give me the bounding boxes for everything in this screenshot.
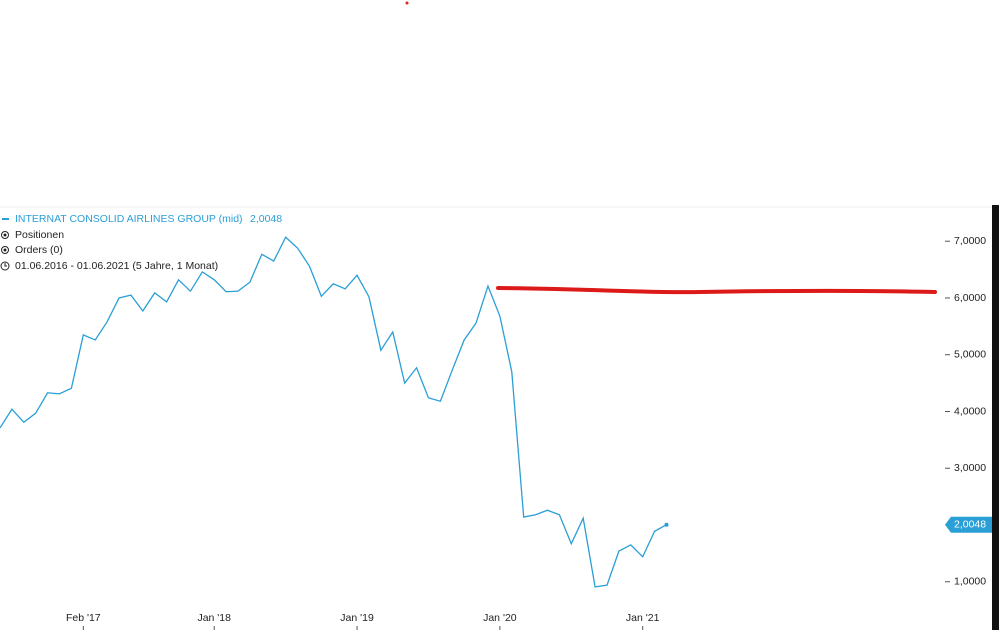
- x-tick-label: Jan '19: [340, 612, 374, 624]
- value-badge: [945, 516, 992, 533]
- drawing-annotation: [496, 286, 937, 295]
- legend-item: 01.06.2016 - 01.06.2021 (5 Jahre, 1 Mona…: [15, 260, 218, 272]
- y-tick-label: 6,0000: [954, 292, 986, 304]
- legend-item[interactable]: Positionen: [15, 229, 64, 241]
- y-tick-label: 7,0000: [954, 235, 986, 247]
- legend-value: 2,0048: [250, 213, 282, 225]
- x-tick-label: Jan '20: [483, 612, 517, 624]
- icon: [3, 248, 7, 252]
- x-tick-label: Jan '18: [197, 612, 231, 624]
- legend-item[interactable]: Orders (0): [15, 244, 63, 256]
- scrollbar: [992, 205, 999, 630]
- legend-name: INTERNAT CONSOLID AIRLINES GROUP (mid): [15, 213, 243, 225]
- icon: [1, 246, 9, 254]
- x-tick-label: Jan '21: [626, 612, 660, 624]
- icon: [0, 261, 10, 271]
- dot: [405, 1, 409, 5]
- y-tick-label: 3,0000: [954, 462, 986, 474]
- x-tick-label: Feb '17: [66, 612, 101, 624]
- icon: [4, 263, 7, 267]
- value-badge-label: 2,0048: [954, 519, 986, 531]
- y-tick-label: 5,0000: [954, 349, 986, 361]
- y-tick-label: 4,0000: [954, 405, 986, 417]
- last-point: [664, 522, 669, 527]
- icon: [3, 233, 7, 237]
- icon: [1, 231, 9, 239]
- y-tick-label: 1,0000: [954, 576, 986, 588]
- legend-swatch: [2, 218, 9, 220]
- series-line: [0, 236, 667, 588]
